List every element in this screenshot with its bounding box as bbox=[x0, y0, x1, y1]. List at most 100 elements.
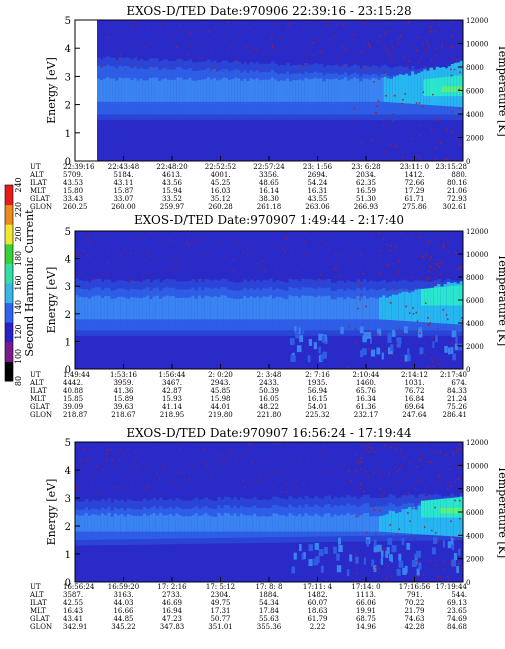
noise-dot bbox=[360, 141, 363, 144]
noise-dot bbox=[75, 485, 77, 487]
band-peak bbox=[450, 497, 454, 518]
band-enhanced bbox=[450, 498, 454, 537]
colorbar-tick-label: 220 bbox=[14, 202, 23, 217]
band-core bbox=[188, 297, 192, 320]
table-cell: 5184. bbox=[113, 171, 133, 179]
noise-dot bbox=[356, 342, 358, 345]
noise-dot bbox=[80, 271, 82, 274]
noise-dot bbox=[450, 74, 453, 77]
diffuse-cell bbox=[301, 552, 304, 560]
band-core bbox=[139, 298, 144, 320]
table-cell: 1031. bbox=[404, 379, 424, 387]
noise-dot bbox=[452, 36, 454, 38]
noise-dot bbox=[335, 57, 337, 59]
noise-dot bbox=[453, 453, 455, 455]
noise-dot bbox=[411, 276, 413, 279]
noise-dot bbox=[380, 272, 382, 275]
noise-dot bbox=[378, 34, 381, 36]
colorbar-tick-label: 240 bbox=[14, 177, 23, 192]
band-core bbox=[323, 296, 328, 320]
table-cell: 62.35 bbox=[356, 179, 376, 187]
noise-dot bbox=[322, 444, 325, 446]
noise-dot bbox=[284, 250, 286, 253]
band-core bbox=[240, 80, 244, 102]
band-core bbox=[236, 298, 241, 320]
band-core bbox=[281, 515, 286, 532]
noise-dot bbox=[311, 42, 314, 44]
table-cell: 21.06 bbox=[447, 187, 468, 195]
noise-dot bbox=[321, 451, 324, 453]
noise-dot bbox=[375, 566, 377, 569]
noise-dot bbox=[207, 66, 209, 68]
band-core bbox=[333, 299, 338, 320]
row-label: UT bbox=[30, 583, 41, 591]
noise-dot bbox=[371, 138, 373, 141]
noise-dot bbox=[179, 58, 181, 60]
band-enhanced bbox=[408, 292, 412, 322]
table-cell: 2: 7:16 bbox=[305, 371, 330, 379]
noise-dot bbox=[124, 462, 127, 464]
table-cell: 17: 8: 8 bbox=[256, 583, 283, 591]
colorbar-swatch bbox=[5, 361, 13, 382]
diffuse-cell bbox=[387, 336, 392, 343]
band-core bbox=[347, 80, 351, 102]
y-tick-label: 0 bbox=[65, 365, 71, 376]
noise-dot bbox=[429, 258, 431, 261]
band-core bbox=[94, 514, 99, 532]
noise-dot bbox=[421, 456, 423, 459]
table-cell: 60.07 bbox=[307, 599, 327, 607]
noise-dot bbox=[238, 242, 240, 244]
noise-dot bbox=[329, 472, 332, 474]
noise-dot bbox=[359, 483, 362, 486]
noise-dot bbox=[347, 366, 349, 369]
table-cell: 15.89 bbox=[113, 395, 133, 403]
band-enhanced bbox=[411, 507, 416, 534]
noise-dot bbox=[451, 35, 454, 37]
noise-dot bbox=[456, 59, 458, 61]
noise-dot bbox=[284, 276, 286, 278]
band-enhanced bbox=[395, 294, 399, 321]
noise-dot bbox=[434, 276, 436, 279]
noise-dot bbox=[298, 461, 301, 463]
noise-dot bbox=[424, 486, 427, 488]
band-peak bbox=[433, 287, 438, 306]
band-core bbox=[340, 297, 344, 320]
noise-dot bbox=[88, 244, 91, 246]
noise-dot bbox=[189, 31, 191, 33]
band-core bbox=[161, 79, 165, 102]
noise-dot bbox=[434, 158, 437, 160]
noise-dot bbox=[158, 477, 160, 480]
noise-dot bbox=[412, 313, 415, 315]
noise-dot bbox=[251, 49, 254, 51]
table-cell: 286.41 bbox=[443, 411, 468, 419]
noise-dot bbox=[245, 46, 248, 48]
band-core bbox=[168, 514, 173, 532]
band-peak-core bbox=[459, 86, 463, 92]
noise-dot bbox=[455, 450, 457, 452]
diffuse-cell bbox=[355, 556, 359, 564]
noise-dot bbox=[395, 466, 397, 468]
band-core bbox=[113, 513, 118, 532]
table-cell: 4442. bbox=[63, 379, 83, 387]
noise-dot bbox=[412, 307, 414, 309]
noise-dot bbox=[223, 237, 225, 240]
noise-dot bbox=[325, 243, 327, 245]
noise-dot bbox=[337, 264, 339, 266]
y2-axis-label: Temperature [K] bbox=[496, 44, 505, 136]
noise-dot bbox=[418, 157, 421, 159]
noise-dot bbox=[380, 249, 382, 252]
noise-dot bbox=[112, 20, 115, 22]
noise-dot bbox=[419, 458, 421, 461]
table-cell: 2694. bbox=[307, 171, 327, 179]
noise-dot bbox=[439, 451, 442, 454]
noise-dot bbox=[422, 42, 425, 45]
noise-dot bbox=[134, 451, 137, 453]
diffuse-cell bbox=[313, 342, 318, 350]
table-cell: 72.66 bbox=[404, 179, 425, 187]
band-core bbox=[148, 78, 153, 102]
no-data-gap bbox=[75, 20, 97, 161]
table-cell: 14.96 bbox=[356, 623, 377, 631]
noise-dot bbox=[137, 237, 139, 239]
table-cell: 16.59 bbox=[356, 187, 376, 195]
noise-dot bbox=[359, 284, 362, 286]
